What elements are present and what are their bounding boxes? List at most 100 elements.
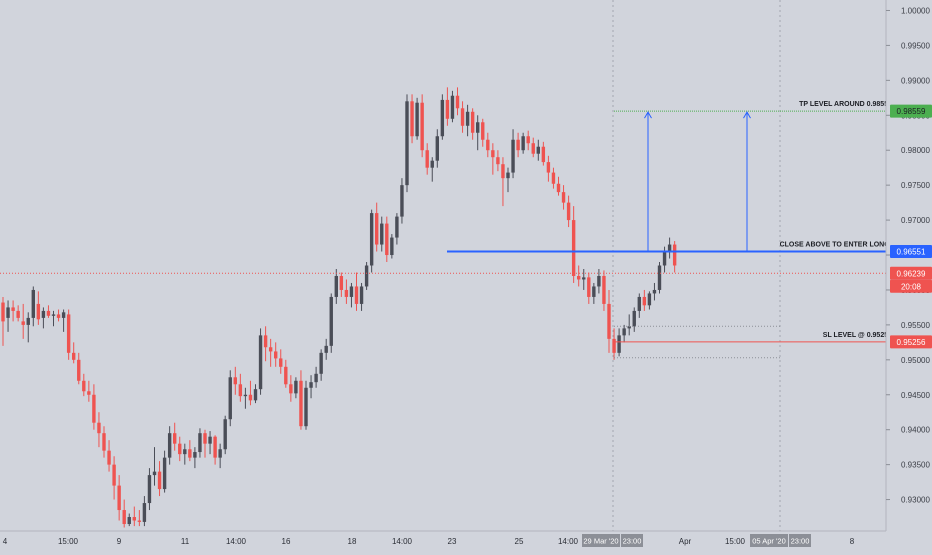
candle-body [612,338,616,353]
candle-body [375,213,379,245]
candle-body [546,162,551,173]
candle [11,300,15,322]
candle-body [460,108,465,126]
candle [506,167,510,193]
candle-body [425,150,429,168]
candle [122,499,126,528]
candle-body [147,475,152,504]
candle-body [667,244,672,252]
candle [223,415,227,455]
y-tick-label: 0.94500 [901,391,930,400]
candle [21,303,25,339]
candle-body [66,314,71,353]
candle-body [486,139,490,151]
candle-body [324,345,328,353]
candle [314,366,318,388]
candle [41,307,46,329]
candle [531,137,535,158]
x-highlight-text: 05 Apr '20 [752,537,786,546]
last-price-badge-bg [890,266,932,280]
candle-body [632,310,636,327]
candle [243,387,248,409]
candle [56,309,61,322]
candle-body [329,296,333,346]
candle [395,213,399,245]
y-tick-label: 1.00000 [901,6,930,15]
candle-body [284,366,288,385]
x-tick-label: 25 [515,537,524,546]
candle-body [319,352,323,374]
y-tick-label: 0.94000 [901,426,930,435]
candle-body [420,102,424,151]
candle [162,450,167,493]
candle-body [637,296,641,311]
candle-body [213,436,217,458]
candle-body [536,146,540,154]
candle [521,132,525,154]
candle-body [359,286,364,304]
candle [289,375,293,402]
candle [87,380,91,402]
candle-body [369,213,374,266]
candle-body [617,335,621,353]
y-tick-label: 0.93500 [901,461,930,470]
candle [415,97,419,140]
candle-body [188,449,192,458]
candle-body [445,99,450,119]
candle [571,206,576,283]
x-tick-label: 14:00 [226,537,247,546]
candle-body [107,450,111,465]
candle-body [516,139,520,151]
y-tick-label: 0.95500 [901,321,930,330]
candle-body [587,277,591,297]
candle-body [102,433,106,451]
candle-body [592,286,596,297]
candle [637,293,641,318]
candle [208,431,212,455]
candle [546,155,551,182]
x-axis: 4 15:00 9 11 14:00 16 18 14:00 23 25 14:00 Apr 15:00… [3,534,855,547]
candle [309,375,313,399]
candle [430,157,434,182]
candle-body [435,136,439,161]
target-arrow [743,111,751,252]
candle-body [607,303,611,339]
candle-body [112,464,116,486]
sl-price-badge-text: 0.95256 [897,338,926,347]
candle-body [566,202,571,221]
last-price-badge: 0.96239 [890,266,932,280]
candle [501,157,505,207]
candle [329,293,333,353]
candle [82,373,86,397]
candle [556,176,561,196]
candle [380,216,384,252]
candle [97,412,101,448]
candle-body [41,310,46,318]
candle [26,312,30,343]
candle-body [193,452,197,458]
candle [369,209,374,273]
entry-annotation: CLOSE ABOVE TO ENTER LONG! [780,241,892,248]
candle [672,241,677,273]
candle-body [142,503,147,522]
candle [597,268,601,294]
candle [132,506,136,527]
candle-body [263,335,268,348]
candle [516,132,520,158]
candle [324,338,328,360]
candle [31,286,35,327]
countdown-badge-text: 20:08 [901,282,922,291]
candle-body [577,275,581,280]
candle [455,87,460,116]
candle [511,129,515,179]
candle [481,118,485,147]
tp-price-badge-bg [890,104,932,118]
candle-body [430,160,434,168]
x-tick-label: 4 [3,537,8,546]
candle [496,150,500,172]
candle-body [481,122,485,140]
candle-body [167,433,172,458]
candle-body [26,317,30,325]
candle-body [541,146,546,163]
candle [218,443,222,469]
